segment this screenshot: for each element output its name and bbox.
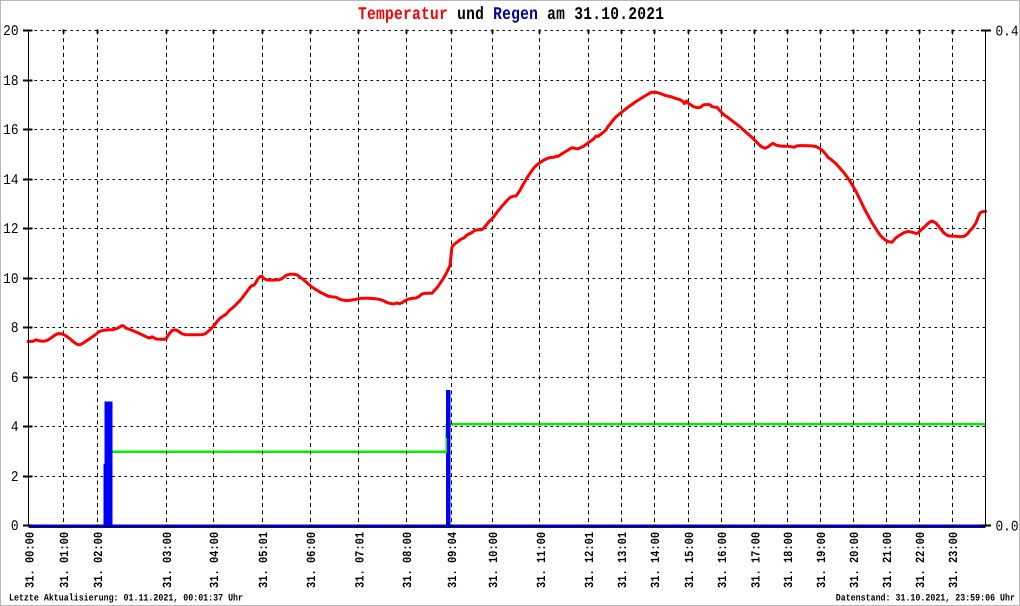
- svg-text:31. 23:00: 31. 23:00: [948, 532, 962, 588]
- svg-text:31. 13:01: 31. 13:01: [617, 532, 631, 588]
- svg-text:10: 10: [3, 270, 18, 287]
- svg-text:6: 6: [11, 369, 19, 386]
- svg-text:31. 05:01: 31. 05:01: [258, 532, 272, 588]
- svg-text:Temperatur und Regen am 31.10.: Temperatur und Regen am 31.10.2021: [358, 6, 664, 26]
- svg-text:31. 17:00: 31. 17:00: [750, 532, 764, 588]
- svg-text:14: 14: [3, 171, 19, 188]
- svg-text:31. 12:01: 31. 12:01: [584, 532, 598, 588]
- svg-text:31. 14:00: 31. 14:00: [649, 532, 663, 588]
- svg-text:31. 00:00: 31. 00:00: [24, 532, 38, 588]
- svg-text:31. 06:00: 31. 06:00: [306, 532, 320, 588]
- svg-text:Datenstand: 31.10.2021, 23:59:: Datenstand: 31.10.2021, 23:59:06 Uhr: [836, 592, 1015, 604]
- svg-text:31. 01:00: 31. 01:00: [59, 532, 73, 588]
- svg-text:4: 4: [11, 418, 19, 435]
- svg-text:31. 15:00: 31. 15:00: [684, 532, 698, 588]
- svg-text:0.4: 0.4: [996, 23, 1019, 40]
- svg-text:20: 20: [3, 22, 18, 39]
- svg-text:31. 04:00: 31. 04:00: [209, 532, 223, 588]
- svg-text:0.0: 0.0: [996, 518, 1019, 535]
- svg-text:31. 22:00: 31. 22:00: [914, 532, 928, 588]
- svg-text:31. 20:00: 31. 20:00: [849, 532, 863, 588]
- svg-text:12: 12: [3, 220, 18, 237]
- svg-text:31. 11:00: 31. 11:00: [535, 532, 549, 588]
- svg-text:16: 16: [3, 121, 18, 138]
- svg-text:0: 0: [11, 517, 19, 534]
- svg-text:Letzte Aktualisierung: 01.11.2: Letzte Aktualisierung: 01.11.2021, 00:01…: [9, 592, 243, 604]
- svg-text:31. 08:00: 31. 08:00: [402, 532, 416, 588]
- svg-text:31. 21:00: 31. 21:00: [882, 532, 896, 588]
- svg-text:31. 16:00: 31. 16:00: [717, 532, 731, 588]
- svg-text:31. 10:00: 31. 10:00: [488, 532, 502, 588]
- svg-text:31. 19:00: 31. 19:00: [816, 532, 830, 588]
- svg-text:2: 2: [11, 468, 19, 485]
- svg-text:31. 09:04: 31. 09:04: [447, 532, 461, 588]
- svg-text:31. 07:01: 31. 07:01: [354, 532, 368, 588]
- svg-text:31. 02:00: 31. 02:00: [93, 532, 107, 588]
- svg-text:18: 18: [3, 72, 18, 89]
- svg-text:31. 03:00: 31. 03:00: [162, 532, 176, 588]
- svg-text:31. 18:00: 31. 18:00: [782, 532, 796, 588]
- svg-text:8: 8: [11, 319, 19, 336]
